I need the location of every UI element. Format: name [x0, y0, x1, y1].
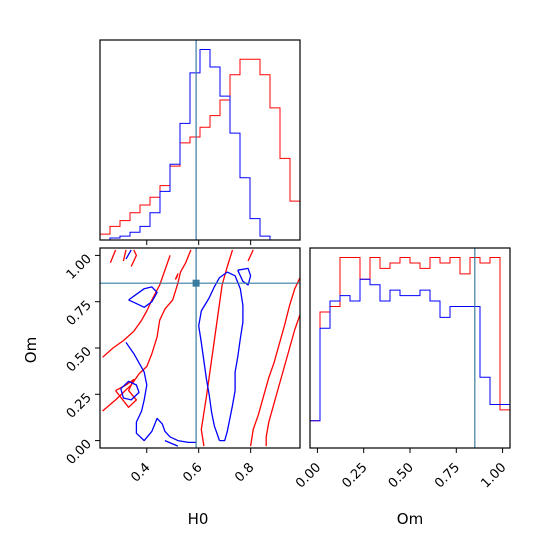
truth-point — [192, 279, 200, 287]
y-tick-label-om-4: 1.00 — [64, 252, 95, 283]
contour-line-0-7 — [200, 249, 234, 447]
h0-histogram-plot — [99, 40, 301, 241]
contour-line-1-4 — [164, 440, 179, 447]
histogram-series-1 — [100, 49, 300, 241]
x-axis-label-h0: H0 — [188, 510, 209, 528]
contour-line-1-6 — [237, 267, 252, 286]
contour-line-1-1 — [128, 286, 158, 308]
histogram-series-0 — [99, 58, 301, 240]
x-tick-label-h0-1: 0.6 — [180, 460, 205, 485]
contour-line-1-3 — [120, 380, 140, 401]
panel-h0-histogram — [99, 39, 301, 241]
panel-h0-om-contour — [99, 247, 301, 449]
y-tick-label-om-2: 0.50 — [64, 344, 95, 375]
contour-line-0-6 — [174, 273, 179, 280]
axis-ticks: 0.4 0.6 0.8 0.00 0.25 0.50 0.75 1.00 0.00 0.25 0.5… — [64, 240, 509, 491]
x-tick-label-om-3: 0.75 — [432, 460, 463, 491]
contour-line-0-8 — [249, 277, 300, 447]
x-tick-label-h0-0: 0.4 — [128, 460, 153, 485]
contour-line-0-0 — [102, 249, 192, 412]
contour-line-1-5 — [198, 271, 244, 442]
x-tick-label-om-2: 0.50 — [386, 460, 417, 491]
contour-line-0-1 — [102, 255, 171, 358]
contour-line-1-2 — [125, 342, 197, 444]
contour-line-0-4 — [130, 249, 138, 267]
contour-line-1-0 — [125, 249, 132, 260]
y-tick-label-om-0: 0.00 — [64, 437, 95, 468]
x-axis-label-om: Om — [397, 510, 423, 528]
contour-line-0-5 — [115, 378, 138, 408]
x-tick-label-om-4: 1.00 — [478, 460, 509, 491]
x-tick-label-om-0: 0.00 — [293, 460, 324, 491]
histogram-series-1 — [309, 278, 511, 448]
om-histogram-plot — [309, 248, 511, 448]
contour-line-0-9 — [265, 314, 300, 447]
h0-histogram-frame — [99, 39, 301, 241]
contour-line-0-10 — [247, 249, 254, 262]
contour-line-0-2 — [109, 249, 117, 264]
contour-plot — [102, 249, 300, 447]
x-tick-label-h0-2: 0.8 — [232, 460, 257, 485]
y-axis-label-om: Om — [22, 337, 40, 363]
panel-om-histogram — [309, 247, 511, 449]
contour-line-0-3 — [122, 249, 127, 262]
y-tick-label-om-3: 0.75 — [64, 298, 95, 329]
y-tick-label-om-1: 0.25 — [64, 391, 95, 422]
histogram-series-0 — [309, 257, 511, 448]
truth-markers — [100, 248, 300, 448]
x-tick-label-om-1: 0.25 — [339, 460, 370, 491]
